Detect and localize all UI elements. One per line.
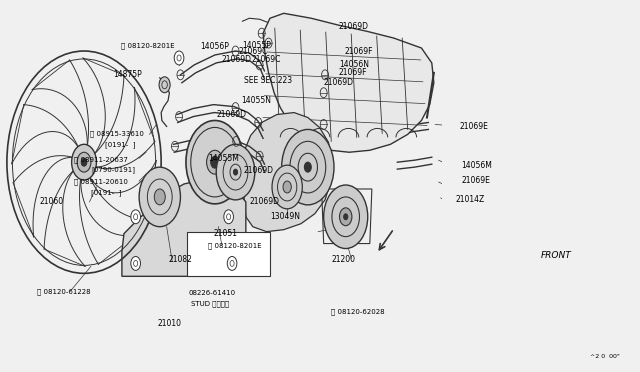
Text: 14875P: 14875P (113, 70, 141, 79)
Text: 21010: 21010 (157, 320, 181, 328)
Text: [0191-  ]: [0191- ] (105, 141, 135, 148)
Circle shape (131, 210, 141, 224)
Text: 14055M: 14055M (208, 154, 239, 163)
Text: 08226-61410: 08226-61410 (189, 290, 236, 296)
Circle shape (227, 256, 237, 270)
Circle shape (81, 158, 87, 166)
Text: Ⓝ 08911-20637: Ⓝ 08911-20637 (74, 156, 128, 163)
Text: 21069D: 21069D (339, 22, 369, 31)
Text: [0191-  ]: [0191- ] (91, 190, 122, 196)
Text: ⓜ 08915-33610: ⓜ 08915-33610 (90, 130, 143, 137)
Text: STUD スタッド: STUD スタッド (191, 301, 229, 307)
Text: ^2 0  00": ^2 0 00" (590, 354, 620, 359)
Text: Ⓝ 08911-20610: Ⓝ 08911-20610 (74, 179, 128, 185)
Text: 21069D: 21069D (244, 166, 274, 174)
Text: 14056P: 14056P (200, 42, 228, 51)
Text: 21060: 21060 (39, 198, 63, 206)
Polygon shape (122, 180, 246, 276)
Text: FRONT: FRONT (541, 251, 572, 260)
Text: 14056N: 14056N (339, 60, 369, 70)
Text: 21069E: 21069E (461, 176, 490, 185)
Text: 21014Z: 21014Z (456, 195, 485, 204)
Polygon shape (188, 232, 270, 276)
Circle shape (211, 156, 219, 168)
Circle shape (154, 189, 165, 205)
Circle shape (272, 165, 302, 209)
Circle shape (174, 51, 184, 65)
Text: 21069F: 21069F (344, 46, 373, 55)
Text: Ⓑ 08120-8201E: Ⓑ 08120-8201E (208, 242, 262, 249)
Text: 21082: 21082 (168, 255, 192, 264)
Text: SEE SEC.223: SEE SEC.223 (244, 76, 292, 85)
Text: 21069D: 21069D (324, 78, 354, 87)
Text: 21051: 21051 (214, 229, 237, 238)
Text: 21069D: 21069D (216, 110, 246, 119)
Circle shape (282, 129, 334, 205)
Circle shape (224, 210, 234, 224)
Text: Ⓑ 08120-8201E: Ⓑ 08120-8201E (121, 43, 175, 49)
Text: 21069E: 21069E (460, 122, 488, 131)
Circle shape (159, 77, 170, 93)
Circle shape (234, 169, 237, 175)
Text: 21069D: 21069D (221, 55, 252, 64)
Text: 14056M: 14056M (461, 161, 492, 170)
Circle shape (186, 121, 244, 204)
Text: 21069D: 21069D (250, 198, 279, 206)
Circle shape (305, 162, 311, 172)
Circle shape (131, 256, 141, 270)
Text: 14055P: 14055P (243, 41, 271, 49)
Circle shape (344, 214, 348, 220)
Polygon shape (263, 13, 434, 152)
Text: 21200: 21200 (332, 255, 356, 264)
Polygon shape (243, 113, 332, 232)
Circle shape (139, 167, 180, 227)
Circle shape (339, 208, 352, 226)
Text: Ⓑ 08120-61228: Ⓑ 08120-61228 (37, 288, 91, 295)
Circle shape (283, 181, 291, 193)
Text: 21069C: 21069C (252, 55, 281, 64)
Text: 21069F: 21069F (339, 68, 367, 77)
Circle shape (216, 144, 255, 200)
Text: 13049N: 13049N (270, 212, 300, 221)
Circle shape (77, 152, 91, 172)
Text: 14055N: 14055N (241, 96, 271, 105)
Circle shape (72, 144, 97, 180)
Text: [0790-0191]: [0790-0191] (91, 167, 135, 173)
Circle shape (207, 150, 223, 174)
Text: 21069C: 21069C (239, 46, 268, 55)
Circle shape (324, 185, 368, 248)
Text: Ⓑ 08120-62028: Ⓑ 08120-62028 (330, 309, 384, 315)
